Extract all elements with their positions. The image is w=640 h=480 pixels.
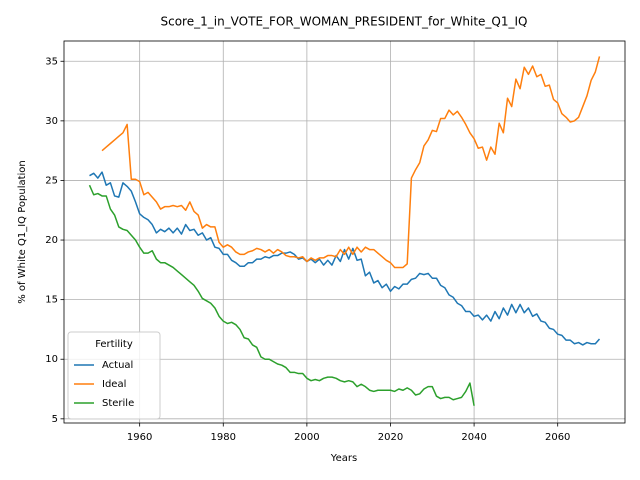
legend-box	[67, 331, 161, 420]
x-tick-label: 2020	[378, 432, 403, 443]
x-tick-label: 2060	[545, 432, 570, 443]
y-tick-label: 35	[45, 56, 58, 67]
plot-frame	[63, 40, 626, 424]
y-tick-label: 25	[45, 175, 58, 186]
x-tick-label: 2000	[294, 432, 319, 443]
series-line	[88, 184, 475, 406]
chart-title: Score_1_in_VOTE_FOR_WOMAN_PRESIDENT_for_…	[161, 15, 528, 29]
legend-title: Fertility	[95, 339, 133, 350]
legend-label: Actual	[102, 360, 133, 371]
legend-label: Sterile	[102, 398, 134, 409]
y-axis-label: % of White Q1_IQ Population	[17, 160, 28, 304]
x-tick-label: 1960	[127, 432, 152, 443]
x-tick-label: 1980	[211, 432, 236, 443]
series-line	[101, 56, 601, 269]
y-tick-label: 20	[45, 235, 58, 246]
y-tick-label: 15	[45, 295, 58, 306]
legend-label: Ideal	[102, 379, 126, 390]
x-axis-label: Years	[330, 453, 357, 464]
y-tick-label: 30	[45, 116, 58, 127]
y-tick-label: 5	[52, 414, 58, 425]
y-tick-label: 10	[45, 354, 58, 365]
x-tick-label: 2040	[461, 432, 486, 443]
series-line	[89, 171, 601, 346]
